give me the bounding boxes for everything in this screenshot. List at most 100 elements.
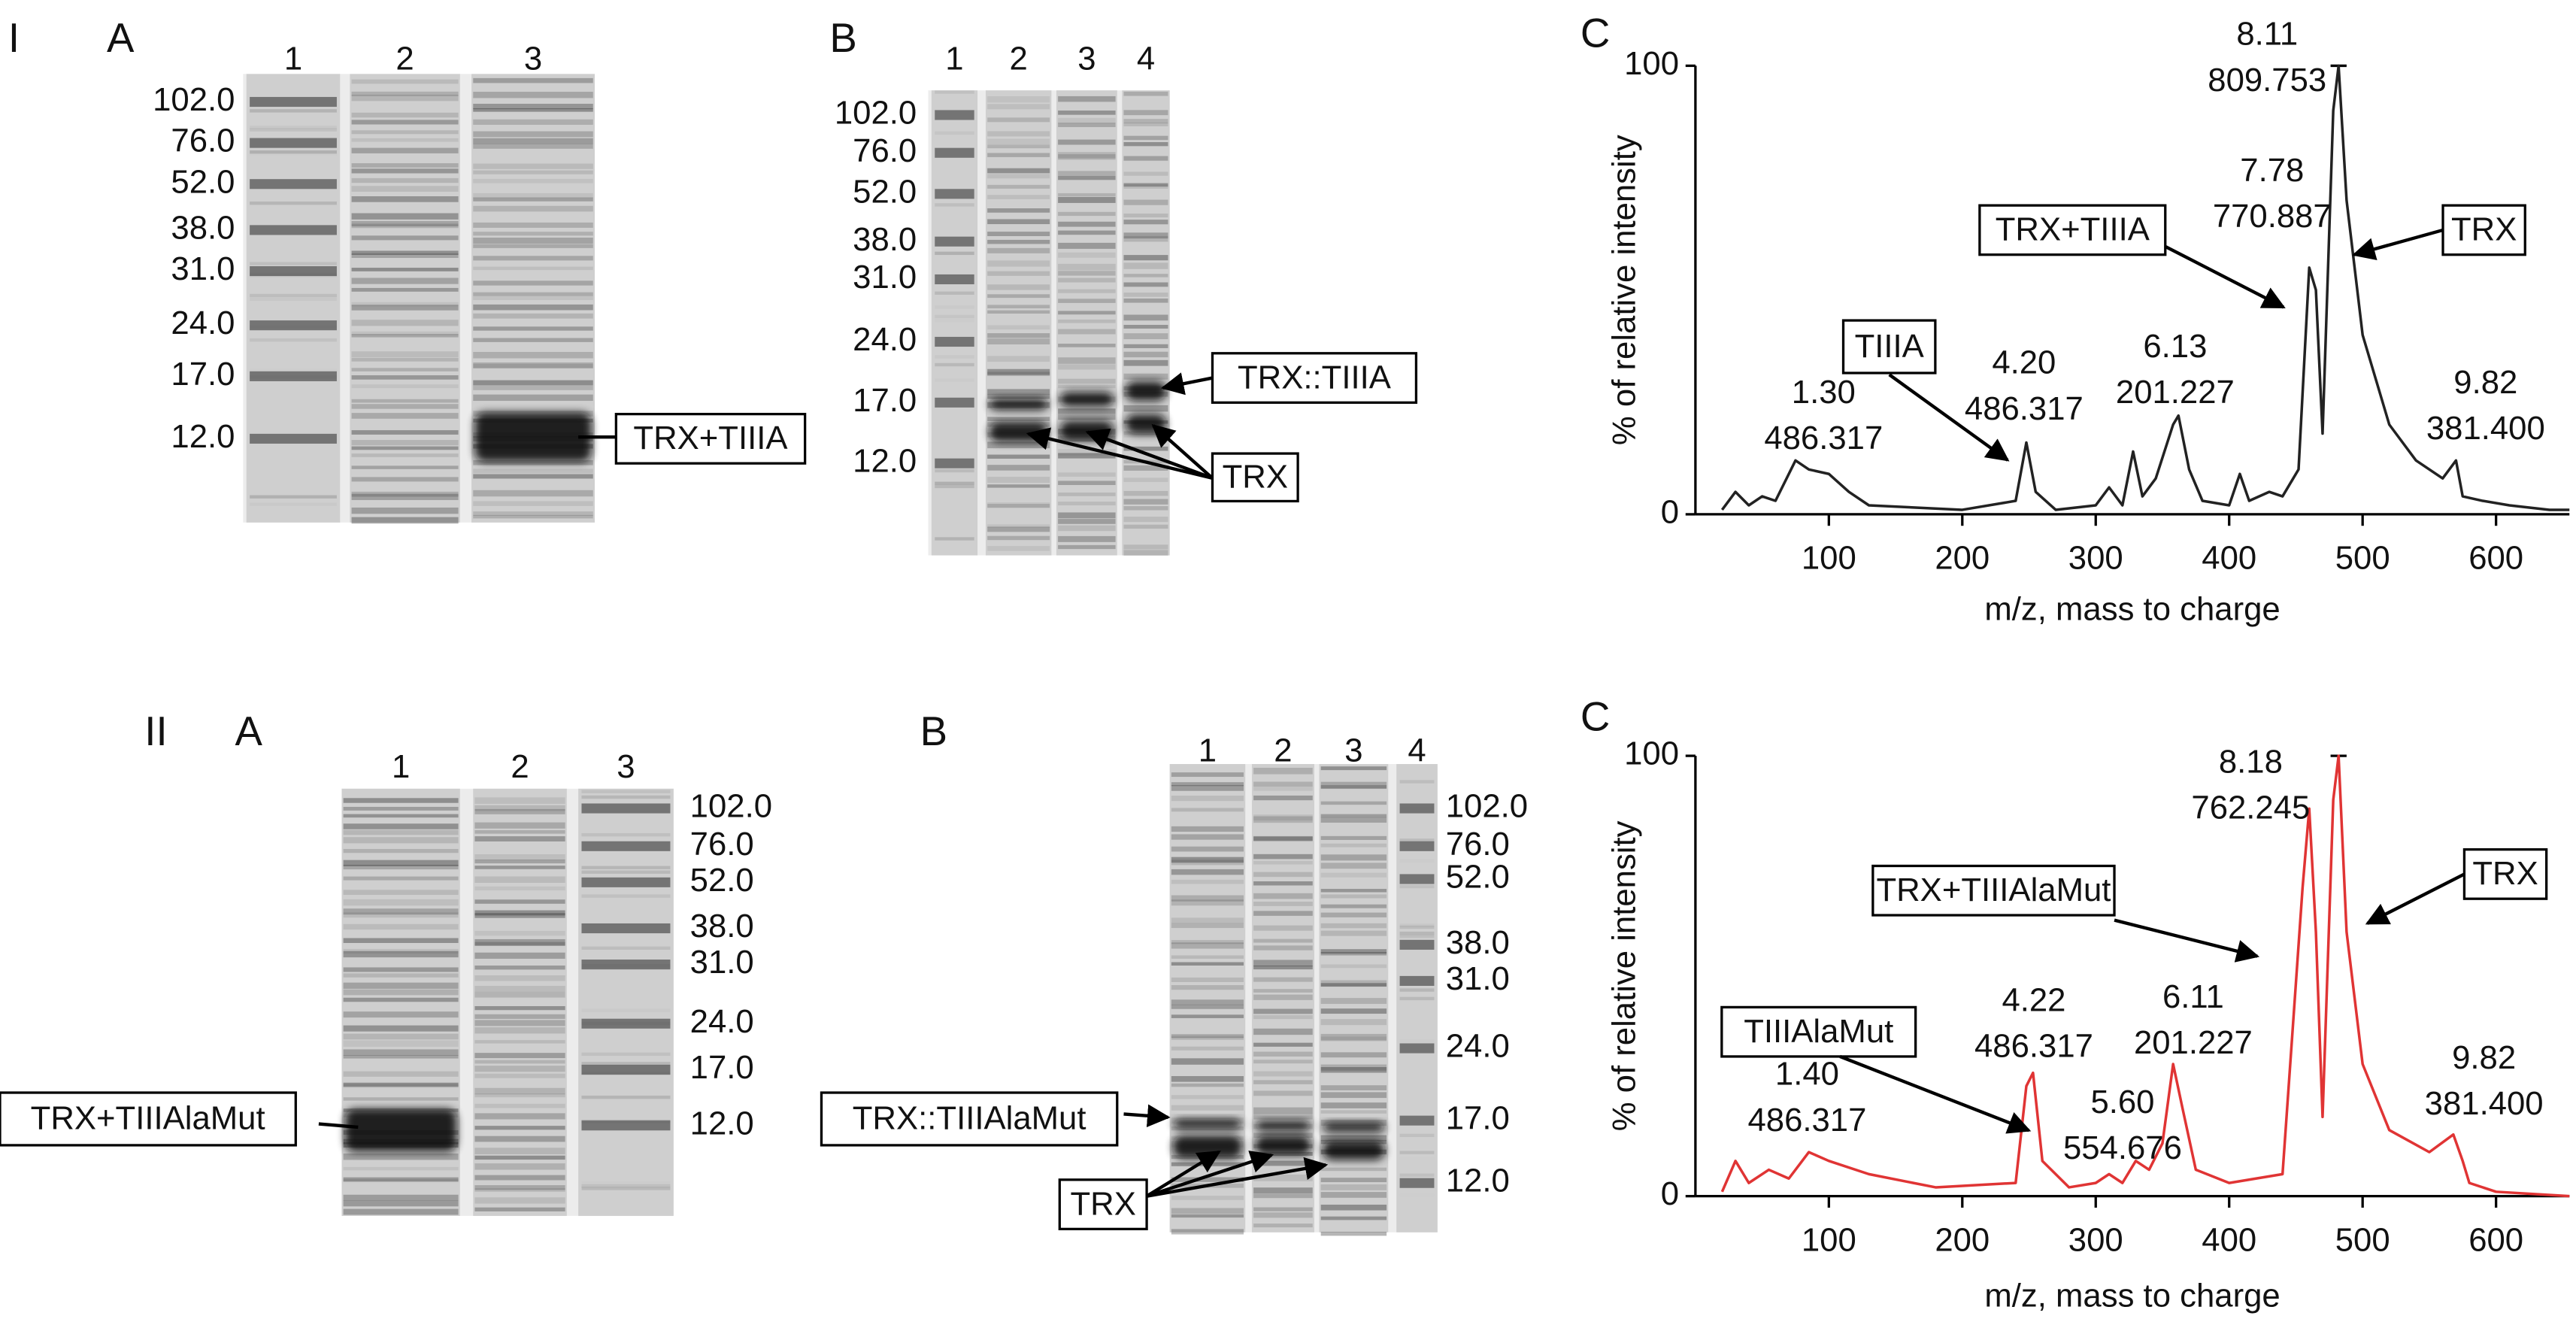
gel-band (1320, 1178, 1387, 1183)
gel-band (581, 866, 671, 869)
gel-band (1123, 544, 1168, 550)
gel-band (474, 913, 565, 918)
peak-annotation: 486.317 (1747, 1102, 1866, 1139)
gel-band (987, 389, 1050, 395)
gel-band (1171, 1046, 1244, 1051)
gel-band (1320, 785, 1387, 790)
gel-band (473, 385, 593, 390)
marker-label: 76.0 (1446, 826, 1510, 863)
gel-band (351, 351, 459, 358)
gel-band (1123, 274, 1168, 277)
gel-band (1171, 826, 1244, 832)
gel-band (1253, 795, 1313, 801)
gel-band (987, 219, 1050, 225)
callout-box (1978, 204, 2167, 256)
x-tick-label: 300 (2068, 540, 2123, 577)
gel-band (351, 94, 459, 102)
gel-bands (1399, 780, 1435, 1188)
gel-band (1253, 1212, 1313, 1218)
gel-band (987, 502, 1050, 508)
gel-band (351, 375, 459, 380)
gel-band (581, 894, 671, 898)
gel-band (250, 272, 337, 277)
gel-band (1058, 384, 1116, 389)
marker-label: 52.0 (171, 163, 235, 200)
gel-band (473, 170, 593, 174)
gel-band (343, 1153, 459, 1160)
marker-label: 102.0 (1446, 788, 1528, 825)
gel-band (935, 484, 974, 489)
marker-label: 17.0 (1446, 1100, 1510, 1137)
ladder-band (581, 960, 671, 970)
gel-band (1171, 942, 1244, 949)
marker-label: 12.0 (171, 418, 235, 455)
gel-band (343, 1166, 459, 1171)
gel-band (1171, 879, 1244, 884)
gel-band (1253, 881, 1313, 886)
gel-band (343, 806, 459, 811)
gel-band (1171, 940, 1244, 944)
gel-band (473, 338, 593, 342)
gel-band (1320, 801, 1387, 805)
gel-band (1399, 925, 1435, 929)
gel-bands (474, 797, 565, 1211)
ladder-band (935, 274, 974, 285)
ladder-band (935, 397, 974, 408)
gel-band (1123, 262, 1168, 269)
gel-band (474, 836, 565, 841)
gel-band (473, 144, 593, 149)
gel-band (1320, 894, 1387, 899)
gel-band (1058, 414, 1116, 420)
gel-band (474, 1027, 565, 1034)
callout-arrow (1026, 427, 1214, 480)
gel-band (473, 292, 593, 296)
ladder-band (1399, 1115, 1435, 1126)
lane-label: 1 (945, 40, 963, 77)
gel-band (1320, 1102, 1387, 1108)
callout-arrow (1839, 1054, 2032, 1134)
gel-band (1399, 780, 1435, 784)
ladder-band (581, 923, 671, 934)
gel-band (473, 490, 593, 497)
gel-band (1253, 994, 1313, 1000)
gel-band (343, 1178, 459, 1183)
gel-band (1123, 506, 1168, 511)
gel-band (1058, 263, 1116, 271)
gel-band (1123, 465, 1168, 471)
gel-band (474, 1060, 565, 1064)
ladder-band (1399, 803, 1435, 814)
gel-band (1058, 329, 1116, 335)
gel-band (351, 465, 459, 469)
gel-band (351, 253, 459, 258)
marker-label: 17.0 (171, 356, 235, 393)
gel-band (1253, 1028, 1313, 1035)
gel-band (473, 459, 593, 465)
callout-box (614, 412, 807, 465)
peak-annotation: 4.20 (1992, 344, 2056, 381)
gel-band (581, 832, 671, 837)
ladder-band (581, 1064, 671, 1075)
callout-box (820, 1091, 1119, 1147)
gel-band (581, 790, 671, 793)
marker-label: 38.0 (690, 908, 754, 944)
gel-band (1320, 1033, 1387, 1041)
gel-band (473, 501, 593, 506)
gel-band (351, 168, 459, 174)
gel-band (351, 177, 459, 183)
gel-band (987, 195, 1050, 199)
gel-band (474, 822, 565, 829)
peak-annotation: 8.18 (2219, 744, 2283, 781)
gel-band (1320, 983, 1387, 987)
gel-band (987, 131, 1050, 137)
gel-band (474, 1207, 565, 1211)
x-tick-label: 500 (2335, 540, 2390, 577)
peak-annotation: 381.400 (2426, 410, 2545, 447)
gel-band (351, 453, 459, 457)
gel-band (1058, 196, 1116, 203)
peak-annotation: 762.245 (2191, 790, 2310, 826)
gel-band (473, 362, 593, 368)
gel-band (1123, 431, 1168, 438)
marker-label: 102.0 (835, 95, 917, 132)
gel-band (474, 1014, 565, 1019)
callout-arrow (1085, 428, 1214, 480)
